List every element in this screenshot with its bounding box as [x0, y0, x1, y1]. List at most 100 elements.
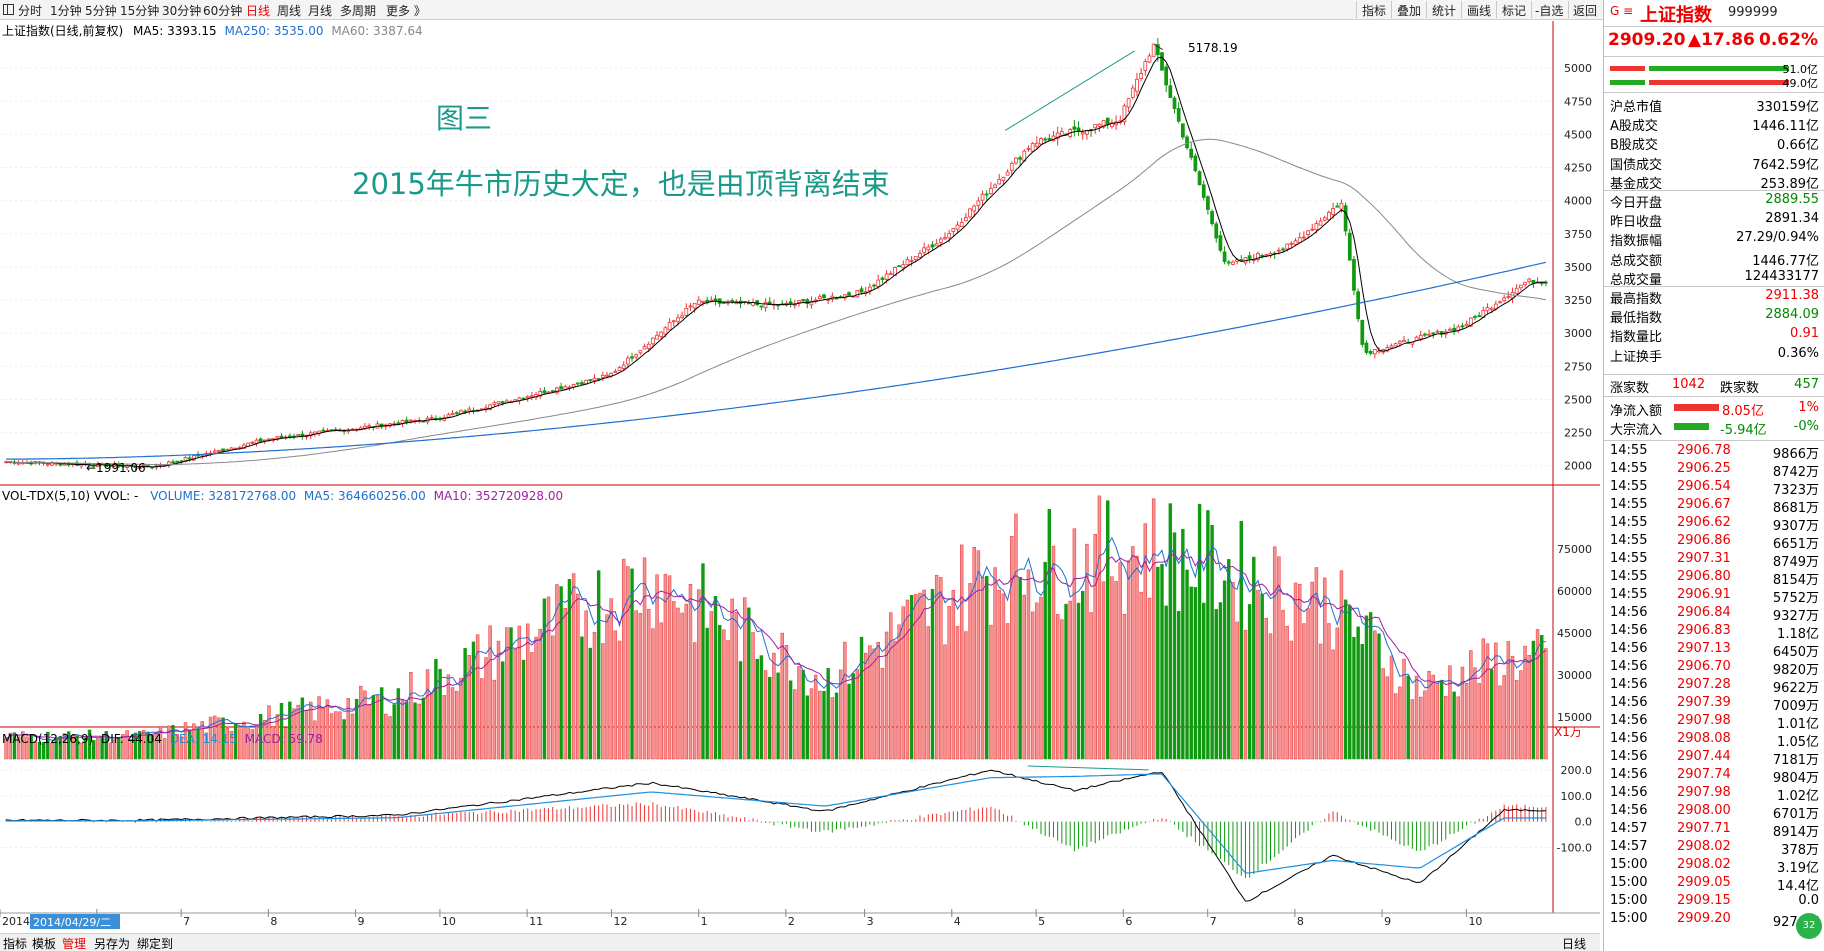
- x-tick-label: 9: [1384, 915, 1391, 928]
- volume-bar: [834, 692, 839, 760]
- candle-body: [463, 410, 467, 413]
- volume-bar: [346, 698, 350, 760]
- tick-row: 14:56 2907.44 7181万: [1604, 749, 1824, 768]
- period-tab-multi[interactable]: 多周期: [340, 4, 377, 18]
- stat-row: 上证换手 0.36%: [1604, 345, 1824, 365]
- candle-body: [1126, 98, 1131, 108]
- candle-body: [1306, 230, 1310, 235]
- volume-bar: [914, 594, 918, 760]
- volume-bar: [1072, 528, 1077, 760]
- chart-area[interactable]: 2000 2250 2500 2750 3000 3250 3500 3750 4000 4250…: [0, 21, 1600, 933]
- volume-bar: [288, 701, 292, 760]
- period-tab-15min[interactable]: 15分钟: [120, 4, 160, 18]
- period-button[interactable]: 日线: [1562, 937, 1587, 951]
- period-tab-more[interactable]: 更多 》: [386, 4, 426, 18]
- menu-icon[interactable]: G ≡: [1610, 4, 1634, 18]
- volume-bar: [1531, 640, 1536, 760]
- candle-body: [1197, 171, 1202, 186]
- volume-bar: [1064, 603, 1068, 760]
- tick-row: 14:56 2907.74 9804万: [1604, 767, 1824, 786]
- candle-body: [918, 253, 922, 258]
- volume-bar: [797, 666, 801, 760]
- candle-body: [684, 307, 689, 316]
- volume-bar: [1406, 675, 1410, 760]
- bottom-tab-template[interactable]: 模板: [32, 937, 57, 951]
- tick-time: 14:56: [1610, 605, 1648, 620]
- volume-bar: [1026, 569, 1031, 760]
- volume-bar: [1540, 635, 1544, 760]
- tick-vol: 8742万: [1772, 465, 1819, 480]
- volume-bar: [137, 731, 142, 760]
- candle-body: [1389, 345, 1394, 349]
- volume-bar: [1268, 633, 1273, 760]
- period-tab-daily[interactable]: 日线: [246, 4, 271, 18]
- tick-price: 2908.02: [1677, 839, 1731, 854]
- candle-body: [1485, 307, 1490, 312]
- indicator-button[interactable]: 指标: [1362, 4, 1387, 18]
- period-tab-5min[interactable]: 5分钟: [85, 4, 117, 18]
- volume-bar: [1243, 629, 1248, 760]
- candle-body: [1122, 105, 1127, 123]
- candle-body: [4, 461, 8, 464]
- tick-row: 14:56 2906.84 9327万: [1604, 605, 1824, 624]
- candle-body: [1360, 319, 1365, 345]
- period-tab-weekly[interactable]: 周线: [277, 4, 302, 18]
- candle-body: [797, 300, 801, 304]
- toolbar-separator: [1496, 1, 1497, 18]
- remove-watchlist-button[interactable]: -自选: [1535, 4, 1564, 18]
- volume-bar: [83, 737, 88, 760]
- candle-body: [1206, 196, 1210, 210]
- mark-button[interactable]: 标记: [1502, 4, 1527, 18]
- quote-panel: G ≡ 上证指数 999999 2909.20 ▲17.86 0.62% 51.…: [1603, 0, 1824, 951]
- volume-bar: [459, 677, 463, 760]
- statistics-button[interactable]: 统计: [1432, 4, 1457, 18]
- candle-body: [884, 273, 889, 280]
- volume-bar: [1156, 566, 1160, 760]
- bottom-tab-save-as[interactable]: 另存为: [94, 937, 131, 951]
- volume-bar: [1419, 696, 1423, 760]
- candle-body: [459, 410, 463, 414]
- bottom-tab-indicator[interactable]: 指标: [3, 937, 28, 951]
- low-marker-label: ←1991.06: [86, 461, 146, 475]
- candle-body: [1289, 242, 1294, 245]
- notification-badge[interactable]: 32: [1796, 913, 1822, 939]
- rise-count: 1042: [1672, 377, 1706, 392]
- candle-body: [1055, 132, 1060, 140]
- tick-row: 14:56 2907.39 7009万: [1604, 695, 1824, 714]
- candle-body: [663, 327, 668, 335]
- candle-body: [600, 374, 605, 378]
- bottom-tab-manage[interactable]: 管理: [62, 937, 87, 951]
- bottom-tab-bind-to[interactable]: 绑定到: [137, 937, 174, 951]
- overlay-button[interactable]: 叠加: [1397, 4, 1422, 18]
- tick-time: 14:55: [1610, 533, 1648, 548]
- draw-line-button[interactable]: 画线: [1467, 4, 1492, 18]
- volume-bar: [872, 648, 876, 760]
- tick-row: 14:55 2906.91 5752万: [1604, 587, 1824, 606]
- period-tab-timeshare[interactable]: 分时: [18, 4, 43, 18]
- volume-bar: [208, 716, 213, 760]
- kline-chart-svg[interactable]: 2000225025002750300032503500375040004250…: [0, 21, 1600, 933]
- volume-bar: [546, 596, 551, 760]
- window-icon[interactable]: [3, 4, 14, 15]
- period-tab-30min[interactable]: 30分钟: [162, 4, 202, 18]
- period-tab-60min[interactable]: 60分钟: [203, 4, 243, 18]
- volume-bar: [425, 669, 430, 760]
- candle-body: [367, 425, 371, 428]
- toolbar-separator: [1531, 1, 1532, 18]
- period-tab-monthly[interactable]: 月线: [308, 4, 333, 18]
- volume-bar: [784, 645, 789, 760]
- candle-body: [492, 402, 497, 405]
- volume-bar: [1514, 680, 1519, 760]
- back-button[interactable]: 返回: [1573, 4, 1598, 18]
- volume-bar: [584, 610, 588, 760]
- volume-bar: [634, 610, 638, 760]
- stat-label: 国债成交: [1610, 157, 1663, 173]
- period-tab-1min[interactable]: 1分钟: [50, 4, 82, 18]
- volume-bar: [129, 738, 133, 760]
- volume-bar: [1030, 611, 1035, 760]
- volume-bar: [1423, 690, 1427, 760]
- tick-row: 14:55 2906.78 9866万: [1604, 443, 1824, 462]
- volume-bar: [567, 579, 572, 760]
- volume-bar: [605, 614, 609, 760]
- candle-body: [1477, 315, 1482, 318]
